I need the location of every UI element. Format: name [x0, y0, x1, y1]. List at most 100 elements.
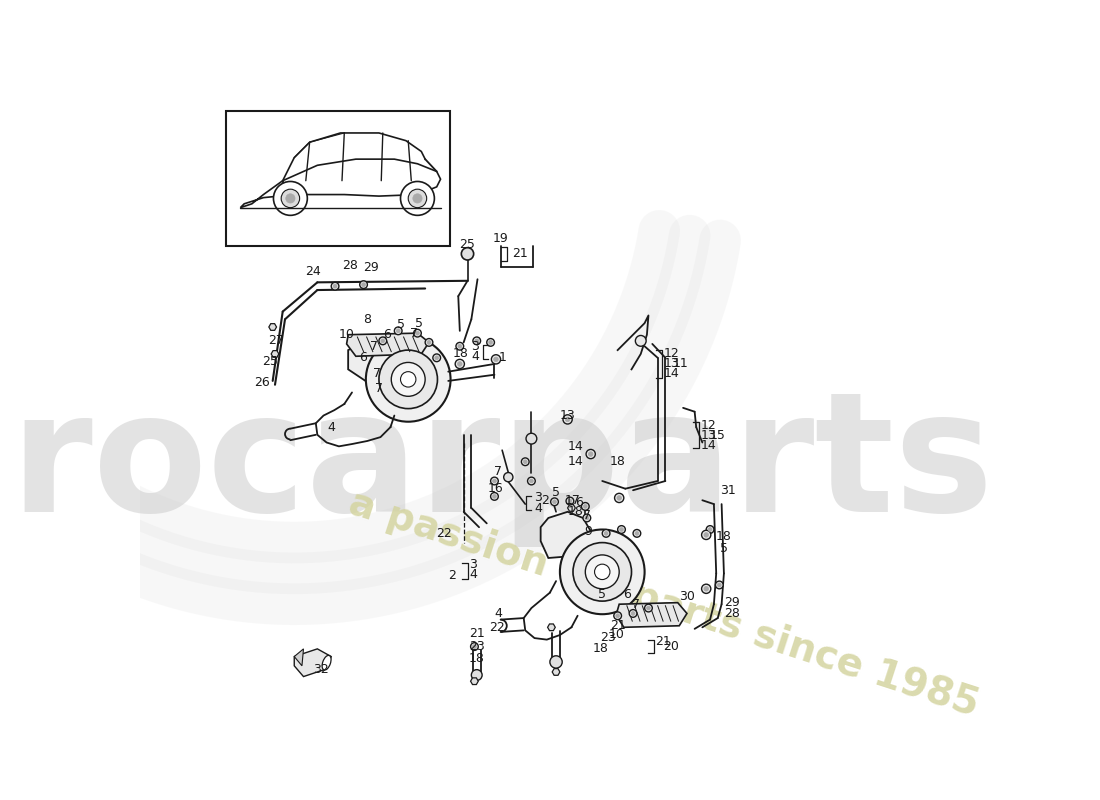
Circle shape [471, 670, 482, 681]
Text: 4: 4 [471, 350, 480, 362]
Text: 15: 15 [711, 429, 726, 442]
Circle shape [618, 526, 625, 534]
Circle shape [635, 531, 639, 535]
Text: 5: 5 [719, 542, 728, 555]
Text: 17: 17 [565, 494, 581, 506]
Text: 31: 31 [719, 484, 736, 497]
Text: 6: 6 [383, 328, 390, 341]
Text: 27: 27 [268, 334, 285, 347]
Circle shape [566, 497, 574, 505]
Circle shape [615, 494, 624, 502]
Text: 13: 13 [664, 358, 680, 370]
Text: 2: 2 [541, 494, 549, 506]
Circle shape [563, 414, 572, 424]
Text: 16: 16 [488, 482, 504, 495]
Circle shape [521, 458, 529, 466]
Polygon shape [271, 350, 279, 358]
Text: 5: 5 [552, 486, 560, 499]
Circle shape [645, 604, 652, 612]
Text: 22: 22 [488, 621, 505, 634]
Text: 23: 23 [469, 640, 485, 653]
Circle shape [494, 357, 498, 362]
Circle shape [378, 350, 438, 409]
Circle shape [362, 282, 365, 286]
Text: 6: 6 [575, 496, 583, 509]
Circle shape [333, 284, 337, 288]
Text: 18: 18 [609, 455, 626, 468]
Circle shape [704, 533, 708, 538]
Circle shape [473, 337, 481, 345]
Circle shape [493, 494, 496, 498]
Text: 14: 14 [701, 439, 716, 452]
Circle shape [392, 362, 425, 396]
Text: 7: 7 [370, 340, 377, 353]
Text: 7: 7 [632, 598, 640, 610]
Text: 26: 26 [254, 376, 270, 389]
Polygon shape [348, 338, 425, 385]
Circle shape [582, 502, 590, 510]
Polygon shape [548, 624, 556, 630]
Circle shape [493, 479, 496, 483]
Text: 7: 7 [375, 382, 383, 395]
Polygon shape [295, 649, 304, 666]
Circle shape [552, 500, 557, 504]
Polygon shape [295, 649, 331, 677]
Text: 22: 22 [437, 527, 452, 540]
Text: 3: 3 [471, 340, 480, 353]
Text: 1: 1 [498, 351, 506, 364]
Circle shape [604, 531, 608, 535]
Text: 7: 7 [494, 466, 503, 478]
Ellipse shape [322, 655, 331, 670]
Circle shape [455, 342, 464, 350]
Text: 21: 21 [513, 247, 528, 260]
Circle shape [594, 564, 609, 579]
Circle shape [524, 460, 527, 464]
Circle shape [486, 338, 495, 346]
Text: 5: 5 [396, 318, 405, 331]
Text: 13: 13 [701, 429, 716, 442]
Text: 10: 10 [339, 328, 354, 341]
Circle shape [491, 493, 498, 500]
Circle shape [282, 189, 299, 208]
Text: a passion for parts since 1985: a passion for parts since 1985 [344, 484, 983, 724]
Circle shape [504, 473, 513, 482]
Circle shape [629, 610, 637, 618]
Circle shape [585, 516, 588, 520]
Circle shape [702, 530, 711, 539]
Circle shape [631, 611, 635, 615]
Text: 28: 28 [342, 259, 358, 272]
Circle shape [408, 189, 427, 208]
Polygon shape [616, 602, 686, 627]
Text: 30: 30 [679, 590, 695, 603]
Text: 18: 18 [452, 347, 469, 361]
Text: 21: 21 [469, 627, 485, 640]
Polygon shape [552, 669, 560, 675]
Text: 19: 19 [493, 232, 508, 245]
Polygon shape [568, 505, 575, 511]
Text: 7: 7 [409, 326, 418, 340]
Text: 28: 28 [724, 607, 739, 620]
Circle shape [434, 356, 439, 360]
Text: 2: 2 [448, 570, 456, 582]
Circle shape [416, 331, 419, 335]
Text: 11: 11 [673, 358, 689, 370]
Circle shape [617, 496, 621, 500]
Circle shape [573, 542, 631, 601]
Circle shape [715, 581, 723, 589]
Circle shape [366, 337, 451, 422]
Polygon shape [268, 324, 276, 330]
Circle shape [708, 527, 712, 531]
Bar [227, 111, 450, 246]
Text: eurocarparts: eurocarparts [0, 384, 993, 547]
Text: 5: 5 [598, 589, 606, 602]
Circle shape [565, 417, 570, 422]
Text: 25: 25 [262, 355, 277, 368]
Circle shape [529, 479, 534, 483]
Circle shape [414, 330, 421, 337]
Text: 8: 8 [363, 313, 372, 326]
Circle shape [488, 341, 493, 344]
Circle shape [717, 583, 722, 587]
Text: 18: 18 [593, 642, 608, 655]
Circle shape [526, 434, 537, 444]
Text: 3: 3 [469, 558, 477, 571]
